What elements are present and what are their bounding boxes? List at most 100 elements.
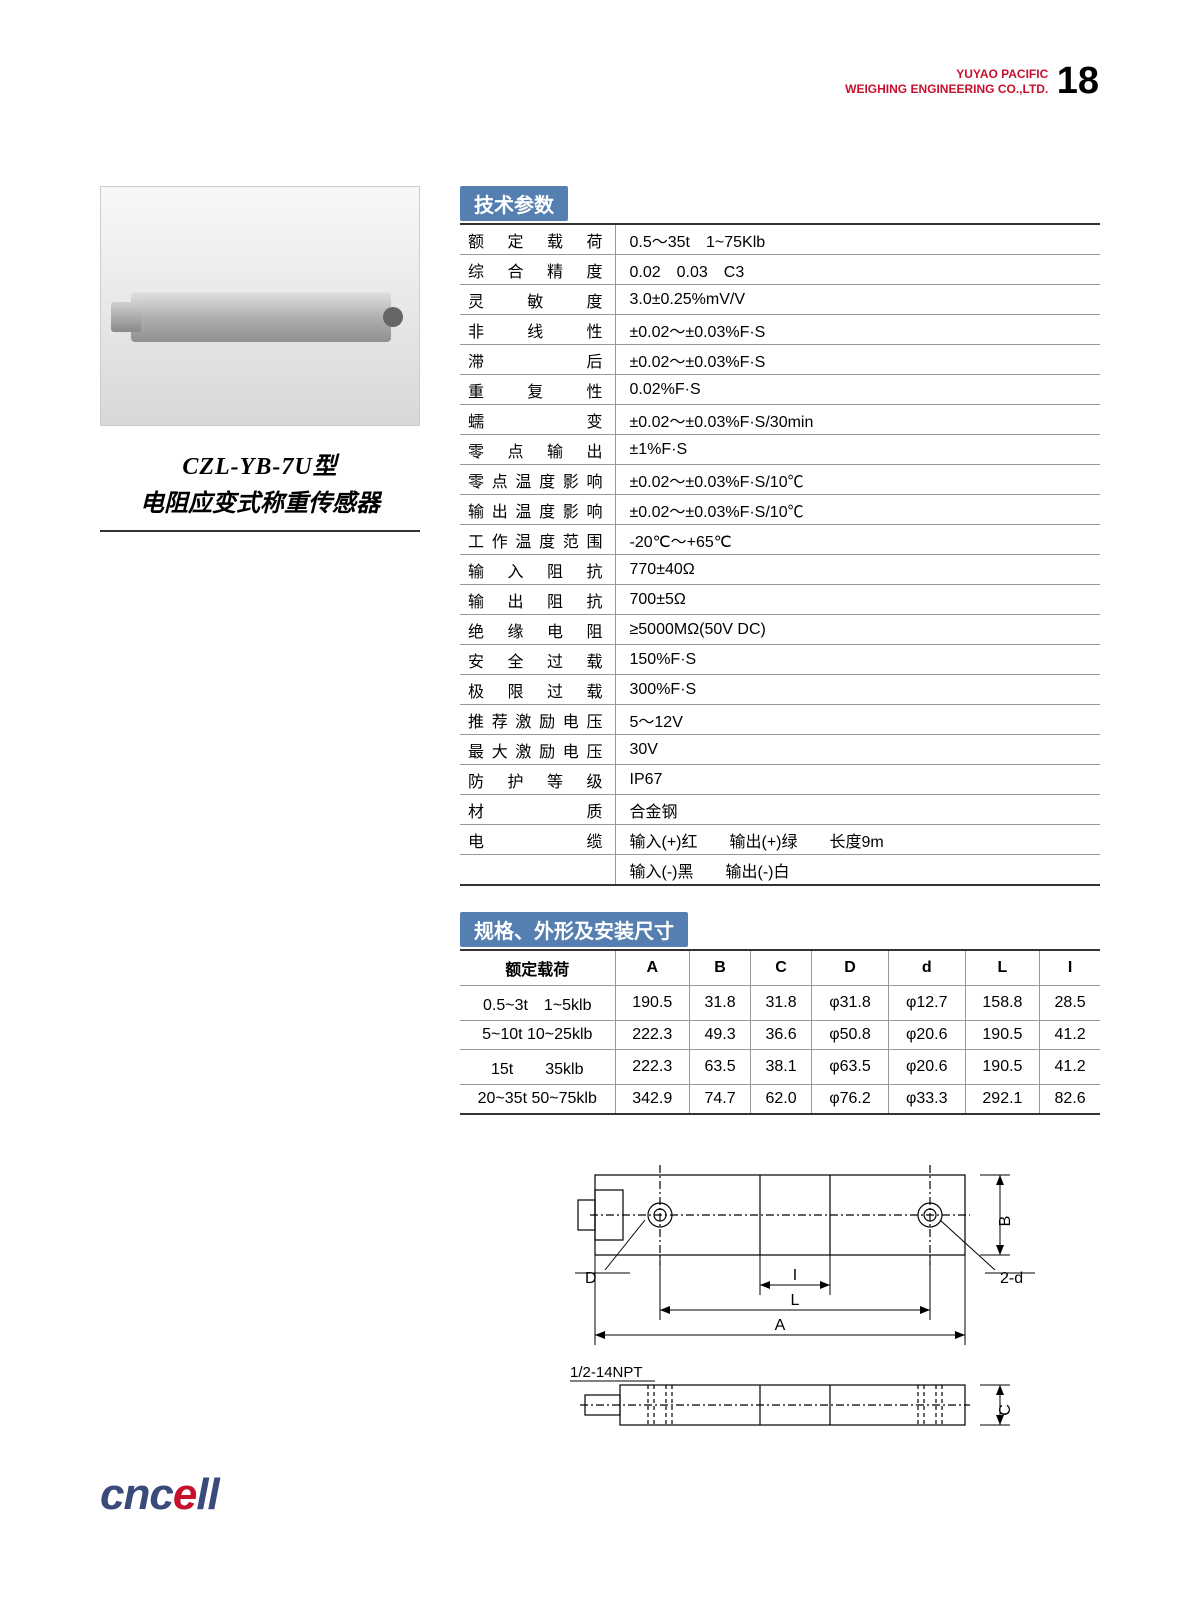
dim-cell: φ20.6	[888, 1050, 965, 1085]
spec-row: 工作温度范围-20℃～+65℃	[460, 525, 1100, 555]
spec-value: ±0.02～±0.03%F·S	[615, 315, 1100, 345]
spec-value: 0.02%F·S	[615, 375, 1100, 405]
spec-row: 灵 敏 度3.0±0.25%mV/V	[460, 285, 1100, 315]
dim-cell: 63.5	[690, 1050, 751, 1085]
dim-col-header: d	[888, 950, 965, 986]
spec-row: 输入(-)黑 输出(-)白	[460, 855, 1100, 886]
dimensions-table: 额定载荷ABCDdLI 0.5~3t 1~5klb190.531.831.8φ3…	[460, 949, 1100, 1115]
load-cell-shape	[131, 292, 391, 342]
spec-row: 材 质合金钢	[460, 795, 1100, 825]
dim-col-header: B	[690, 950, 751, 986]
dim-col-header: C	[751, 950, 812, 986]
spec-value: ±0.02～±0.03%F·S/10℃	[615, 495, 1100, 525]
spec-label: 输出温度影响	[460, 495, 615, 525]
spec-label: 重 复 性	[460, 375, 615, 405]
spec-label: 额 定 载 荷	[460, 224, 615, 255]
diagram-label-npt: 1/2-14NPT	[570, 1364, 643, 1381]
spec-value: 700±5Ω	[615, 585, 1100, 615]
dim-cell: 222.3	[615, 1050, 690, 1085]
spec-row: 输 入 阻 抗770±40Ω	[460, 555, 1100, 585]
dimension-diagram: D 2-d B I L	[490, 1155, 1100, 1460]
dim-cell: 222.3	[615, 1021, 690, 1050]
product-desc: 电阻应变式称重传感器	[100, 483, 420, 518]
spec-value: 3.0±0.25%mV/V	[615, 285, 1100, 315]
dim-row: 0.5~3t 1~5klb190.531.831.8φ31.8φ12.7158.…	[460, 986, 1100, 1021]
product-photo	[100, 186, 420, 426]
spec-label: 绝 缘 电 阻	[460, 615, 615, 645]
dim-cell: 342.9	[615, 1085, 690, 1115]
dim-col-header: A	[615, 950, 690, 986]
spec-row: 绝 缘 电 阻≥5000MΩ(50V DC)	[460, 615, 1100, 645]
dimensions-section: 规格、外形及安装尺寸 额定载荷ABCDdLI 0.5~3t 1~5klb190.…	[460, 912, 1100, 1115]
spec-row: 综 合 精 度0.02 0.03 C3	[460, 255, 1100, 285]
spec-row: 防 护 等 级IP67	[460, 765, 1100, 795]
dim-cell: 38.1	[751, 1050, 812, 1085]
spec-row: 输出温度影响±0.02～±0.03%F·S/10℃	[460, 495, 1100, 525]
spec-label: 滞 后	[460, 345, 615, 375]
spec-label: 灵 敏 度	[460, 285, 615, 315]
spec-value: 30V	[615, 735, 1100, 765]
dim-cell: 0.5~3t 1~5klb	[460, 986, 615, 1021]
diagram-label-I: I	[793, 1267, 797, 1284]
right-column: 技术参数 额 定 载 荷0.5～35t 1~75Klb综 合 精 度0.02 0…	[460, 186, 1100, 1460]
spec-row: 零点温度影响±0.02～±0.03%F·S/10℃	[460, 465, 1100, 495]
dim-cell: 41.2	[1040, 1050, 1100, 1085]
dim-cell: φ50.8	[812, 1021, 889, 1050]
spec-row: 非 线 性±0.02～±0.03%F·S	[460, 315, 1100, 345]
diagram-label-A: A	[775, 1317, 786, 1334]
dim-cell: 190.5	[615, 986, 690, 1021]
dim-cell: 5~10t 10~25klb	[460, 1021, 615, 1050]
spec-row: 额 定 载 荷0.5～35t 1~75Klb	[460, 224, 1100, 255]
spec-value: -20℃～+65℃	[615, 525, 1100, 555]
spec-label: 零点温度影响	[460, 465, 615, 495]
spec-label: 极 限 过 载	[460, 675, 615, 705]
dim-cell: 190.5	[965, 1021, 1040, 1050]
dim-row: 5~10t 10~25klb222.349.336.6φ50.8φ20.6190…	[460, 1021, 1100, 1050]
dim-col-header: D	[812, 950, 889, 986]
spec-row: 极 限 过 载300%F·S	[460, 675, 1100, 705]
spec-value: 输入(-)黑 输出(-)白	[615, 855, 1100, 886]
diagram-label-L: L	[791, 1292, 800, 1309]
spec-value: 0.5～35t 1~75Klb	[615, 224, 1100, 255]
dim-cell: φ20.6	[888, 1021, 965, 1050]
spec-row: 蠕 变±0.02～±0.03%F·S/30min	[460, 405, 1100, 435]
dim-row: 15t 35klb222.363.538.1φ63.5φ20.6190.541.…	[460, 1050, 1100, 1085]
spec-value: 0.02 0.03 C3	[615, 255, 1100, 285]
spec-row: 电 缆输入(+)红 输出(+)绿 长度9m	[460, 825, 1100, 855]
diagram-label-B: B	[997, 1216, 1014, 1227]
spec-label: 安 全 过 载	[460, 645, 615, 675]
dim-row: 20~35t 50~75klb342.974.762.0φ76.2φ33.329…	[460, 1085, 1100, 1115]
spec-label: 电 缆	[460, 825, 615, 855]
diagram-label-C: C	[997, 1404, 1014, 1416]
dim-cell: 31.8	[690, 986, 751, 1021]
logo-accent: e	[173, 1470, 196, 1519]
spec-value: 输入(+)红 输出(+)绿 长度9m	[615, 825, 1100, 855]
company-line2: WEIGHING ENGINEERING CO.,LTD.	[845, 82, 1048, 96]
dim-cell: 49.3	[690, 1021, 751, 1050]
spec-label: 非 线 性	[460, 315, 615, 345]
spec-row: 输 出 阻 抗700±5Ω	[460, 585, 1100, 615]
spec-row: 推荐激励电压5～12V	[460, 705, 1100, 735]
brand-logo: cncell	[100, 1470, 219, 1520]
spec-label: 输 出 阻 抗	[460, 585, 615, 615]
dim-col-header: 额定载荷	[460, 950, 615, 986]
spec-label: 工作温度范围	[460, 525, 615, 555]
company-line1: YUYAO PACIFIC	[956, 67, 1048, 81]
dim-cell: φ33.3	[888, 1085, 965, 1115]
dim-cell: 41.2	[1040, 1021, 1100, 1050]
spec-value: ±0.02～±0.03%F·S	[615, 345, 1100, 375]
spec-label: 推荐激励电压	[460, 705, 615, 735]
spec-label: 综 合 精 度	[460, 255, 615, 285]
dim-cell: 31.8	[751, 986, 812, 1021]
page-number: 18	[1057, 60, 1099, 103]
spec-label: 材 质	[460, 795, 615, 825]
dim-cell: 292.1	[965, 1085, 1040, 1115]
spec-value: IP67	[615, 765, 1100, 795]
spec-section-title: 技术参数	[460, 186, 568, 221]
company-name: YUYAO PACIFIC WEIGHING ENGINEERING CO.,L…	[845, 67, 1048, 96]
dim-cell: φ76.2	[812, 1085, 889, 1115]
dim-cell: φ12.7	[888, 986, 965, 1021]
spec-label: 输 入 阻 抗	[460, 555, 615, 585]
dim-cell: 190.5	[965, 1050, 1040, 1085]
dim-section-title: 规格、外形及安装尺寸	[460, 912, 688, 947]
